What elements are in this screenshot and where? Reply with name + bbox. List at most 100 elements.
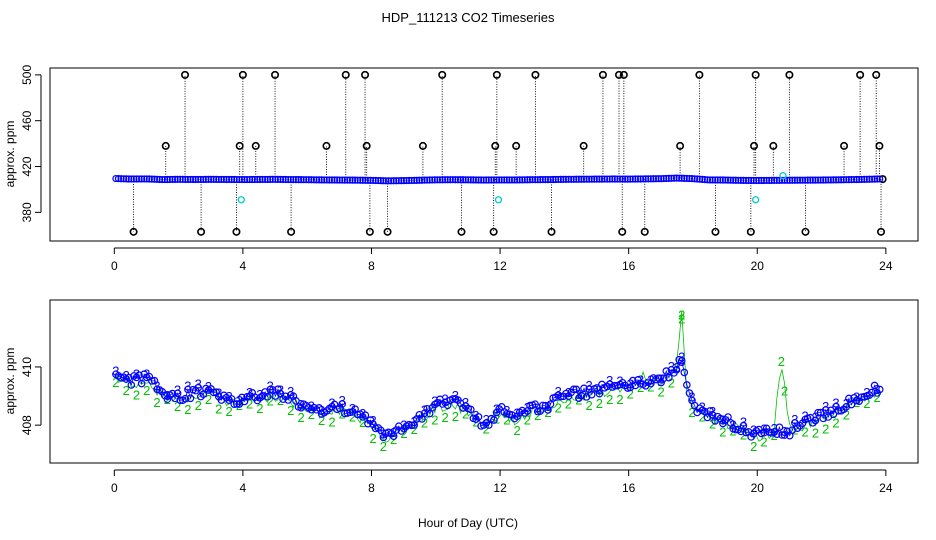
series-marker: 3 <box>832 396 839 411</box>
plot-frame <box>49 299 919 464</box>
series-marker: 2 <box>678 311 685 326</box>
series-point <box>194 383 203 392</box>
co2-point <box>274 175 282 184</box>
co2-point <box>549 175 557 184</box>
co2-point <box>156 175 164 184</box>
co2-point <box>351 176 359 184</box>
co2-point <box>577 175 586 183</box>
co2-point <box>688 175 696 183</box>
series-point <box>788 426 797 434</box>
series-marker: 3 <box>791 412 798 427</box>
co2-point <box>804 176 812 184</box>
series-marker: 3 <box>339 393 346 408</box>
co2-point <box>570 175 578 183</box>
series-marker: 3 <box>678 350 685 365</box>
series-marker: 3 <box>195 377 202 392</box>
co2-point <box>762 176 771 185</box>
co2-point <box>384 177 393 185</box>
co2-point <box>423 176 431 184</box>
plot-frame <box>49 67 919 242</box>
series-marker: 2 <box>297 410 304 425</box>
co2-point <box>829 176 838 184</box>
spike-point <box>365 227 374 236</box>
x-tick-label: 8 <box>368 481 375 495</box>
co2-point <box>459 176 467 184</box>
co2-point <box>400 177 408 185</box>
series-point <box>266 385 275 394</box>
co2-point <box>426 176 434 184</box>
co2-point <box>454 176 462 184</box>
spike-point <box>615 70 624 79</box>
co2-point <box>132 175 141 183</box>
co2-point <box>248 175 256 184</box>
series-point <box>173 389 182 398</box>
co2-point <box>672 174 681 182</box>
co2-point <box>652 175 660 183</box>
co2-point <box>433 176 441 184</box>
spike-point <box>492 70 501 79</box>
co2-point <box>598 175 606 183</box>
series-marker: 3 <box>287 384 294 399</box>
co2-point <box>354 176 362 184</box>
co2-point <box>449 176 457 184</box>
series-point <box>868 388 876 397</box>
co2-point <box>860 175 868 183</box>
series-marker: 2 <box>421 415 428 430</box>
series-marker: 2 <box>205 392 212 407</box>
co2-point <box>392 177 400 185</box>
co2-point <box>336 176 344 184</box>
spike-point <box>197 227 206 236</box>
x-tick-label: 24 <box>879 259 893 273</box>
series-point <box>209 388 218 397</box>
series-marker: 3 <box>730 418 737 433</box>
co2-point <box>480 176 488 184</box>
co2-point <box>451 176 459 184</box>
series-marker: 3 <box>606 373 613 388</box>
series-marker: 3 <box>822 399 829 414</box>
co2-point <box>631 175 640 183</box>
co2-point <box>138 175 146 183</box>
series-marker: 2 <box>832 416 839 431</box>
co2-point <box>703 176 712 184</box>
series-point <box>580 384 588 393</box>
co2-point <box>557 175 565 184</box>
series-marker: 2 <box>380 439 387 454</box>
series-marker: 2 <box>668 375 675 390</box>
x-tick-label: 20 <box>751 259 765 273</box>
co2-point <box>179 175 187 183</box>
series-marker: 3 <box>771 421 778 436</box>
series-marker: 3 <box>441 392 448 407</box>
co2-point <box>364 176 372 184</box>
co2-point <box>428 176 436 184</box>
co2-point <box>798 176 807 184</box>
co2-point <box>636 175 645 183</box>
series-marker: 3 <box>215 386 222 401</box>
series-point <box>659 374 668 383</box>
series-marker: 2 <box>184 402 191 417</box>
co2-point <box>516 176 524 184</box>
co2-point <box>852 175 861 184</box>
co2-point <box>408 176 416 185</box>
co2-point <box>827 176 835 184</box>
co2-point <box>474 176 483 184</box>
co2-point <box>243 175 251 184</box>
series-point <box>595 389 604 398</box>
series-marker: 2 <box>699 410 706 425</box>
co2-point <box>228 175 236 184</box>
spike-point <box>322 141 331 150</box>
co2-point <box>865 175 874 183</box>
co2-point <box>606 175 614 183</box>
co2-point <box>261 175 269 184</box>
series-point <box>292 397 300 405</box>
co2-point <box>526 176 534 184</box>
series-marker: 2 <box>225 404 232 419</box>
spike-point <box>181 70 190 79</box>
series-marker: 3 <box>555 384 562 399</box>
series-marker: 2 <box>658 384 665 399</box>
co2-point <box>757 176 766 185</box>
series-marker: 2 <box>843 408 850 423</box>
co2-point <box>210 175 218 183</box>
co2-point <box>660 174 668 183</box>
peak-marker: 2 <box>778 354 785 369</box>
series-marker: 2 <box>328 414 335 429</box>
